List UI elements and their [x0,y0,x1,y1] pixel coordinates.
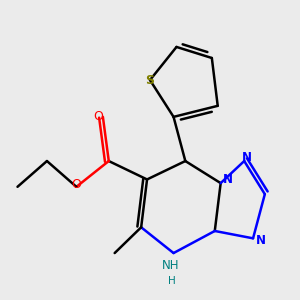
Text: S: S [146,74,154,87]
Text: O: O [71,178,81,191]
Text: O: O [94,110,103,123]
Text: NH: NH [162,260,179,272]
Text: N: N [255,234,266,247]
Text: H: H [168,276,176,286]
Text: N: N [242,151,252,164]
Text: N: N [223,173,233,186]
